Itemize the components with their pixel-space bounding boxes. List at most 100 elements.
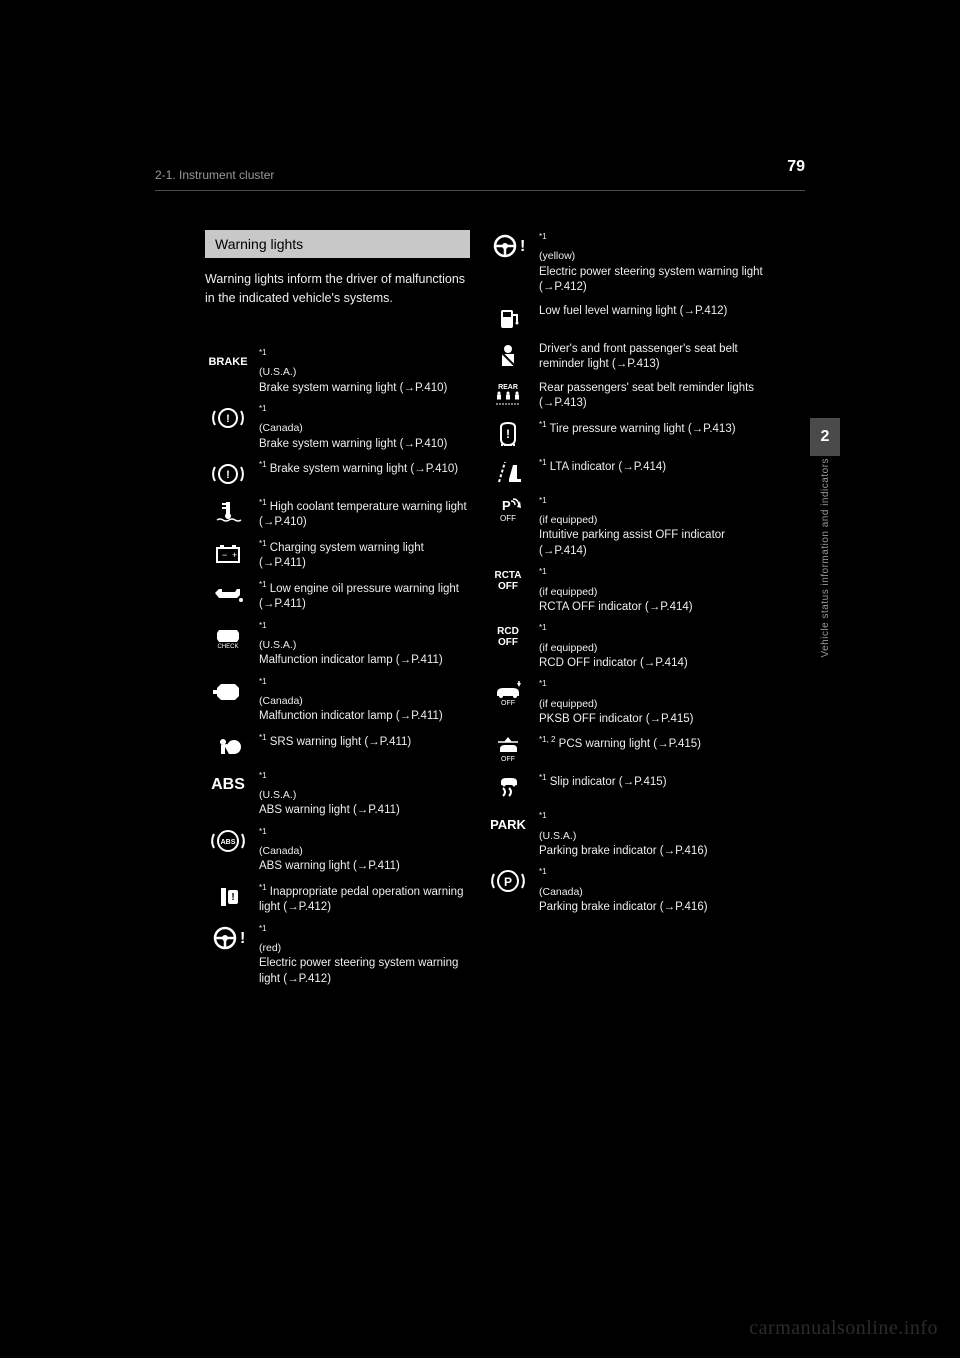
header-rule (155, 190, 805, 191)
warning-light-icon-rcd-off: RCDOFF (485, 621, 531, 653)
warning-light-row: OFF *1, 2 PCS warning light (→P.415) (485, 733, 765, 765)
warning-light-icon-pksb-off: OFF (485, 677, 531, 709)
warning-light-icon-park-c: P (485, 865, 531, 897)
warning-light-icon-check-engine: CHECK (205, 619, 251, 651)
intro-text: Warning lights inform the driver of malf… (205, 270, 470, 308)
warning-light-row: CHECK *1 (U.S.A.)Malfunction indicator la… (205, 619, 470, 669)
warning-light-desc: *1 (if equipped)RCTA OFF indicator (→P.4… (539, 565, 765, 615)
warning-light-row: *1 Slip indicator (→P.415) (485, 771, 765, 803)
svg-text:+: + (232, 550, 237, 560)
warning-light-icon-pcs-off: OFF (485, 733, 531, 765)
warning-light-icon-rcta-off: RCTAOFF (485, 565, 531, 597)
warning-light-icon-p-off: POFF (485, 494, 531, 526)
warning-light-icon-lta (485, 456, 531, 488)
warning-light-desc: Low fuel level warning light (→P.412) (539, 302, 765, 320)
svg-text:OFF: OFF (501, 700, 515, 707)
warning-lights-right-column: ! *1 (yellow)Electric power steering syst… (485, 230, 765, 921)
warning-light-desc: *1, 2 PCS warning light (→P.415) (539, 733, 765, 752)
warning-light-icon-inflator: ! (205, 881, 251, 913)
warning-light-icon-brake: BRAKE (205, 346, 251, 378)
warning-light-icon-brake-circle-y: ! (205, 458, 251, 490)
warning-light-desc: Driver's and front passenger's seat belt… (539, 340, 765, 373)
warning-light-desc: *1 (Canada)ABS warning light (→P.411) (259, 825, 470, 875)
warning-light-desc: *1 (Canada)Malfunction indicator lamp (→… (259, 675, 470, 725)
warning-light-icon-oil (205, 578, 251, 610)
warning-light-row: ! *1 (Canada)Brake system warning light (… (205, 402, 470, 452)
warning-light-row: ! *1 Tire pressure warning light (→P.413) (485, 418, 765, 450)
warning-light-desc: *1 Charging system warning light (→P.411… (259, 537, 470, 572)
svg-text:REAR: REAR (498, 384, 518, 391)
warning-light-desc: *1 (Canada)Parking brake indicator (→P.4… (539, 865, 765, 915)
watermark: carmanualsonline.info (749, 1317, 938, 1340)
warning-light-row: *1 (Canada)Malfunction indicator lamp (→… (205, 675, 470, 725)
svg-text:OFF: OFF (501, 756, 515, 763)
svg-text:P: P (502, 498, 511, 513)
warning-light-icon-battery: −+ (205, 537, 251, 569)
page-number: 79 (787, 158, 805, 176)
warning-light-desc: *1 (red)Electric power steering system w… (259, 922, 470, 988)
svg-text:CHECK: CHECK (217, 644, 238, 650)
warning-light-desc: *1 High coolant temperature warning ligh… (259, 496, 470, 531)
chapter-tab-label: Vehicle status information and indicator… (820, 458, 831, 658)
warning-light-row: *1 Low engine oil pressure warning light… (205, 578, 470, 613)
warning-light-desc: *1 (U.S.A.)Malfunction indicator lamp (→… (259, 619, 470, 669)
warning-light-row: Driver's and front passenger's seat belt… (485, 340, 765, 373)
warning-light-icon-fuel (485, 302, 531, 334)
warning-light-row: PARK*1 (U.S.A.)Parking brake indicator (… (485, 809, 765, 859)
warning-light-row: OFF *1 (if equipped)PKSB OFF indicator (→… (485, 677, 765, 727)
warning-light-row: ! *1 (yellow)Electric power steering syst… (485, 230, 765, 296)
warning-light-row: Low fuel level warning light (→P.412) (485, 302, 765, 334)
section-title: Warning lights (215, 236, 303, 252)
svg-text:!: ! (226, 469, 230, 481)
warning-light-row: −+*1 Charging system warning light (→P.4… (205, 537, 470, 572)
warning-light-row: RCTAOFF*1 (if equipped)RCTA OFF indicato… (485, 565, 765, 615)
warning-light-icon-engine (205, 675, 251, 707)
warning-light-row: ! *1 Inappropriate pedal operation warnin… (205, 881, 470, 916)
header-section-path: 2-1. Instrument cluster (155, 168, 274, 182)
warning-light-icon-slip (485, 771, 531, 803)
warning-lights-left-column: BRAKE*1 (U.S.A.)Brake system warning lig… (205, 346, 470, 993)
warning-light-desc: *1 Brake system warning light (→P.410) (259, 458, 470, 477)
warning-light-row: *1 SRS warning light (→P.411) (205, 731, 470, 763)
warning-light-desc: Rear passengers' seat belt reminder ligh… (539, 379, 765, 412)
warning-light-desc: *1 Slip indicator (→P.415) (539, 771, 765, 790)
warning-light-desc: *1 (Canada)Brake system warning light (→… (259, 402, 470, 452)
warning-light-row: REAR Rear passengers' seat belt reminder … (485, 379, 765, 412)
warning-light-desc: *1 Inappropriate pedal operation warning… (259, 881, 470, 916)
warning-light-icon-eps-r: ! (205, 922, 251, 954)
warning-light-row: ! *1 Brake system warning light (→P.410) (205, 458, 470, 490)
warning-light-desc: *1 LTA indicator (→P.414) (539, 456, 765, 475)
svg-text:!: ! (506, 427, 510, 441)
warning-light-row: ABS*1 (Canada)ABS warning light (→P.411) (205, 825, 470, 875)
chapter-tab: 2 (810, 418, 840, 456)
warning-light-icon-rear-seat: REAR (485, 379, 531, 411)
svg-text:!: ! (520, 238, 525, 255)
warning-light-icon-abs-circle: ABS (205, 825, 251, 857)
warning-light-icon-park: PARK (485, 809, 531, 841)
warning-light-icon-tire: ! (485, 418, 531, 450)
svg-text:P: P (504, 875, 512, 889)
warning-light-row: ! *1 (red)Electric power steering system … (205, 922, 470, 988)
warning-light-row: *1 LTA indicator (→P.414) (485, 456, 765, 488)
warning-light-row: P *1 (Canada)Parking brake indicator (→P.… (485, 865, 765, 915)
warning-light-desc: *1 Tire pressure warning light (→P.413) (539, 418, 765, 437)
warning-light-desc: *1 (U.S.A.)ABS warning light (→P.411) (259, 769, 470, 819)
chapter-tab-number: 2 (821, 428, 830, 446)
warning-light-desc: *1 (if equipped)PKSB OFF indicator (→P.4… (539, 677, 765, 727)
svg-text:!: ! (231, 892, 234, 903)
warning-light-icon-abs: ABS (205, 769, 251, 801)
warning-light-icon-coolant (205, 496, 251, 528)
section-header: Warning lights (205, 230, 470, 258)
warning-light-row: ABS*1 (U.S.A.)ABS warning light (→P.411) (205, 769, 470, 819)
warning-light-icon-eps-y: ! (485, 230, 531, 262)
warning-light-desc: *1 (if equipped)Intuitive parking assist… (539, 494, 765, 560)
svg-text:OFF: OFF (500, 514, 516, 523)
warning-light-row: *1 High coolant temperature warning ligh… (205, 496, 470, 531)
warning-light-desc: *1 Low engine oil pressure warning light… (259, 578, 470, 613)
svg-text:!: ! (240, 930, 245, 947)
warning-light-row: RCDOFF*1 (if equipped)RCD OFF indicator … (485, 621, 765, 671)
warning-light-icon-brake-circle: ! (205, 402, 251, 434)
warning-light-desc: *1 (U.S.A.)Parking brake indicator (→P.4… (539, 809, 765, 859)
svg-text:!: ! (226, 413, 230, 425)
warning-light-desc: *1 (yellow)Electric power steering syste… (539, 230, 765, 296)
